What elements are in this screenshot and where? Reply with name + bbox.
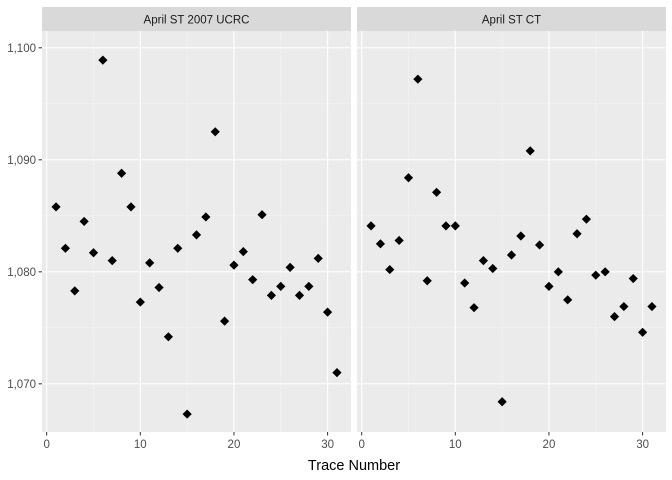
y-tick-label: 1,080 xyxy=(7,267,36,279)
data-point xyxy=(182,409,192,419)
data-point xyxy=(219,316,230,326)
x-tick-label: 10 xyxy=(449,439,462,451)
data-point xyxy=(210,127,220,137)
data-point xyxy=(285,262,295,272)
data-point xyxy=(385,264,395,275)
data-point xyxy=(88,248,99,258)
data-point xyxy=(98,55,108,65)
x-tick-label: 10 xyxy=(134,439,147,451)
data-point xyxy=(394,235,404,246)
data-point xyxy=(145,258,155,268)
facet-panel: April ST CT xyxy=(357,7,666,432)
data-point xyxy=(304,281,314,291)
data-point xyxy=(135,297,145,307)
data-point xyxy=(229,260,239,270)
data-point xyxy=(534,240,545,250)
x-tick-label: 0 xyxy=(43,439,49,451)
data-point xyxy=(506,250,517,260)
data-point xyxy=(647,301,657,312)
y-tick-label: 1,070 xyxy=(7,379,36,391)
data-point xyxy=(563,295,573,305)
data-point xyxy=(375,239,386,249)
data-point xyxy=(572,229,582,239)
panel-background xyxy=(357,31,666,432)
x-axis-title: Trace Number xyxy=(308,458,400,474)
data-point xyxy=(70,286,80,296)
x-tick-label: 30 xyxy=(636,439,649,451)
data-point xyxy=(431,187,442,197)
data-point xyxy=(107,256,117,266)
data-point xyxy=(116,168,127,178)
data-point xyxy=(257,210,267,220)
data-point xyxy=(478,256,489,266)
facet-panel: April ST 2007 UCRC xyxy=(42,7,351,432)
data-point xyxy=(403,173,414,183)
data-point xyxy=(332,368,342,378)
y-axis: 1,070 1,080 1,090 1,100 xyxy=(7,43,42,391)
data-point xyxy=(201,212,211,222)
data-point xyxy=(637,327,648,337)
x-axis: 0 10 20 30 0 10 20 30 xyxy=(43,432,649,451)
data-point xyxy=(581,214,592,224)
data-point xyxy=(553,267,563,277)
data-point xyxy=(276,281,286,291)
data-point xyxy=(238,247,248,257)
data-point xyxy=(173,243,183,253)
data-point xyxy=(591,270,601,280)
data-point xyxy=(126,202,136,212)
data-point xyxy=(163,332,174,342)
data-point xyxy=(619,301,629,312)
data-point xyxy=(154,282,164,293)
data-point xyxy=(628,273,638,284)
x-tick-label: 0 xyxy=(358,439,364,451)
data-point xyxy=(441,221,451,231)
data-point xyxy=(609,312,620,322)
data-point xyxy=(600,267,610,277)
facet-title: April ST CT xyxy=(482,15,541,27)
x-tick-label: 20 xyxy=(228,439,241,451)
data-point xyxy=(294,290,305,300)
facet-title: April ST 2007 UCRC xyxy=(144,15,250,27)
data-point xyxy=(450,221,460,231)
y-tick-label: 1,090 xyxy=(7,155,36,167)
data-point xyxy=(469,303,479,313)
data-point xyxy=(422,276,432,286)
data-point xyxy=(525,146,535,156)
data-point xyxy=(322,307,333,317)
data-point xyxy=(413,74,423,84)
facet-strip xyxy=(357,7,666,31)
data-point xyxy=(366,221,376,231)
data-point xyxy=(488,263,498,274)
data-point xyxy=(248,275,258,285)
data-point xyxy=(191,230,202,240)
x-tick-label: 20 xyxy=(543,439,556,451)
data-point xyxy=(60,243,71,253)
data-point xyxy=(51,202,61,212)
data-point xyxy=(516,231,526,241)
facet-strip xyxy=(42,7,351,31)
data-point xyxy=(313,253,323,263)
y-tick-label: 1,100 xyxy=(7,43,36,55)
panels-layer: April ST 2007 UCRC April ST CT xyxy=(42,7,666,432)
data-point xyxy=(497,397,507,407)
data-point xyxy=(544,281,554,291)
x-tick-label: 30 xyxy=(321,439,334,451)
data-point xyxy=(79,216,89,227)
data-point xyxy=(460,278,470,288)
data-point xyxy=(266,290,277,300)
